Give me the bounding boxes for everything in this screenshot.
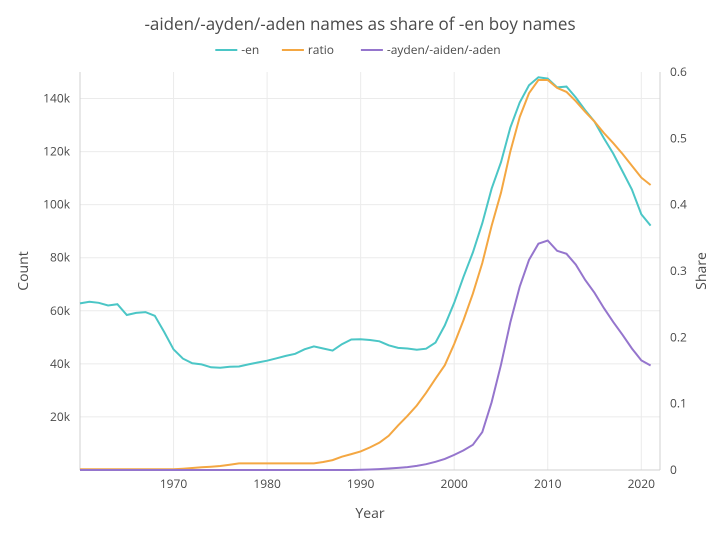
y-left-tick-label: 80k <box>50 249 71 266</box>
x-tick-label: 1990 <box>347 475 375 492</box>
y-left-tick-label: 60k <box>50 302 71 319</box>
y-right-axis-label: Share <box>692 252 711 290</box>
y-left-axis-label: Count <box>14 251 33 290</box>
y-right-tick-label: 0.4 <box>670 196 687 213</box>
y-left-tick-label: 140k <box>43 90 71 107</box>
x-tick-label: 2010 <box>534 475 562 492</box>
x-tick-label: 1970 <box>160 475 188 492</box>
y-right-tick-label: 0.6 <box>670 63 687 80</box>
y-left-tick-label: 40k <box>50 355 71 372</box>
y-right-tick-label: 0.5 <box>670 129 687 146</box>
chart-title: -aiden/-ayden/-aden names as share of -e… <box>144 12 575 35</box>
x-tick-label: 2000 <box>440 475 468 492</box>
x-tick-label: 2020 <box>628 475 656 492</box>
y-right-tick-label: 0.1 <box>670 395 687 412</box>
series-line-ratio <box>80 80 651 469</box>
y-right-tick-label: 0 <box>670 461 677 478</box>
legend-label[interactable]: -ayden/-aiden/-aden <box>387 41 501 58</box>
y-right-tick-label: 0.3 <box>670 262 687 279</box>
y-left-tick-label: 100k <box>43 196 71 213</box>
series-line--ayden/-aiden/-aden <box>80 241 651 471</box>
y-left-tick-label: 120k <box>43 143 71 160</box>
y-left-tick-label: 20k <box>50 408 71 425</box>
x-axis-label: Year <box>355 504 384 523</box>
chart-svg: -aiden/-ayden/-aden names as share of -e… <box>0 0 720 540</box>
y-right-tick-label: 0.2 <box>670 328 687 345</box>
series-line--en <box>80 77 651 368</box>
legend-label[interactable]: ratio <box>308 41 334 58</box>
legend-label[interactable]: -en <box>241 41 259 58</box>
chart-container: -aiden/-ayden/-aden names as share of -e… <box>0 0 720 540</box>
x-tick-label: 1980 <box>253 475 281 492</box>
